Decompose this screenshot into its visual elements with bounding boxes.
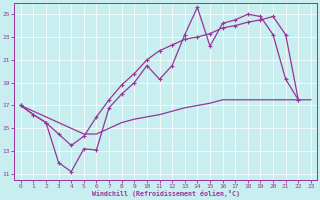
X-axis label: Windchill (Refroidissement éolien,°C): Windchill (Refroidissement éolien,°C) — [92, 190, 240, 197]
